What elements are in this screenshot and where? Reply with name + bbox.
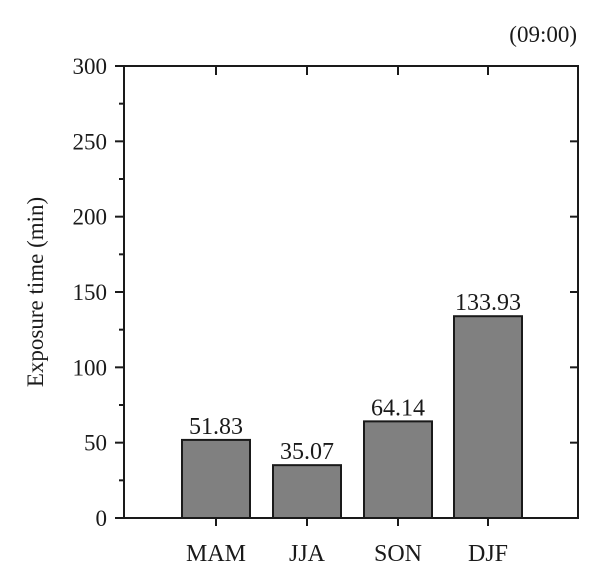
x-tick-label-jja: JJA xyxy=(289,541,326,567)
bar-jja xyxy=(272,464,342,519)
bar-mam xyxy=(181,438,251,519)
data-label-mam: 51.83 xyxy=(189,414,243,440)
y-tick-label: 150 xyxy=(73,280,108,305)
y-tick-label: 0 xyxy=(96,506,108,531)
x-tick-label-son: SON xyxy=(374,541,422,567)
bar-son xyxy=(363,420,433,519)
time-annotation: (09:00) xyxy=(509,22,577,47)
ticks-layer xyxy=(115,65,578,526)
y-tick-label: 200 xyxy=(73,205,108,230)
labels-layer: 51.83 MAM 35.07 JJA 64.14 SON 133.93 DJF 0 50 100 1… xyxy=(73,54,522,567)
x-tick-label-djf: DJF xyxy=(468,541,508,567)
data-label-djf: 133.93 xyxy=(455,290,521,316)
y-tick-label: 250 xyxy=(73,129,108,154)
y-tick-label: 100 xyxy=(73,355,108,380)
y-tick-label: 300 xyxy=(73,54,108,79)
y-tick-label: 50 xyxy=(84,431,107,456)
x-tick-label-mam: MAM xyxy=(186,541,246,567)
data-label-son: 64.14 xyxy=(371,395,425,421)
bar-djf xyxy=(453,315,523,519)
data-label-jja: 35.07 xyxy=(280,439,334,465)
bars-layer xyxy=(181,315,523,519)
y-axis-title: Exposure time (min) xyxy=(23,197,48,387)
